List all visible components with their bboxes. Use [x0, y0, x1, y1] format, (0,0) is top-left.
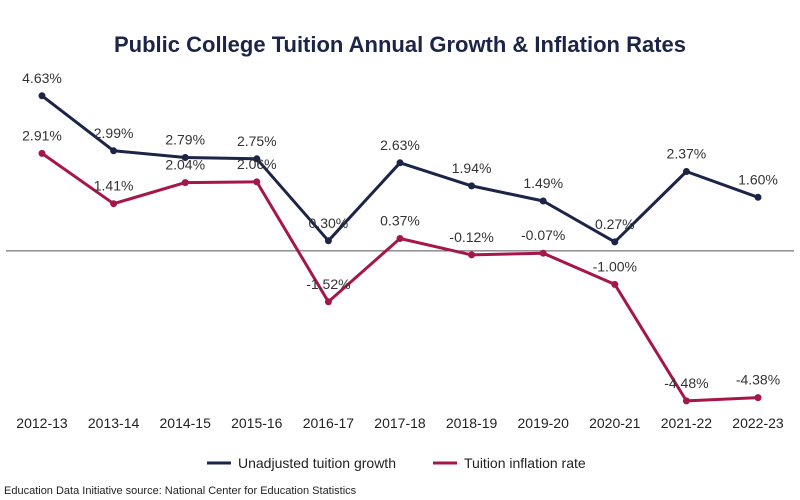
data-point	[324, 298, 332, 306]
data-label: 0.37%	[380, 213, 420, 229]
data-point	[110, 200, 118, 208]
data-label: 2.37%	[667, 146, 707, 162]
data-point	[754, 394, 762, 402]
data-label-layer: 4.63% 2.99% 2.79% 2.75% 0.30% 2.63% 1.94% 1.49%…	[22, 70, 780, 391]
legend-label-unadjusted: Unadjusted tuition growth	[238, 455, 396, 471]
data-label: 2.06%	[237, 156, 277, 172]
data-label: 1.60%	[738, 171, 778, 187]
data-label: -1.00%	[593, 258, 637, 274]
data-point	[38, 149, 46, 157]
data-point	[682, 397, 690, 405]
x-tick-label: 2014-15	[160, 415, 212, 431]
data-point	[611, 280, 619, 288]
x-tick-label: 2017-18	[374, 415, 426, 431]
data-label: 1.49%	[523, 175, 563, 191]
x-tick-label: 2020-21	[589, 415, 641, 431]
data-point	[468, 182, 476, 190]
data-point	[181, 179, 189, 187]
data-label: 1.94%	[452, 160, 492, 176]
x-axis: 2012-13 2013-14 2014-15 2015-16 2016-17 2017-…	[16, 415, 784, 431]
data-label: 1.41%	[94, 178, 134, 194]
data-label: -1.52%	[306, 276, 350, 292]
data-label: 2.04%	[165, 157, 205, 173]
data-point	[682, 168, 690, 175]
series-line-inflation	[41, 152, 759, 403]
data-point	[110, 147, 118, 155]
data-point	[181, 154, 189, 161]
data-point	[468, 251, 476, 259]
legend: Unadjusted tuition growth Tuition inflat…	[207, 455, 586, 471]
data-point	[253, 178, 261, 186]
data-label: -0.07%	[521, 227, 565, 243]
data-label: 2.91%	[22, 127, 62, 143]
data-point	[396, 159, 404, 167]
x-tick-label: 2016-17	[303, 415, 355, 431]
data-label: 2.79%	[165, 132, 205, 148]
series-layer	[38, 92, 762, 405]
data-label: 2.99%	[94, 125, 134, 141]
data-label: -4.48%	[664, 375, 708, 391]
x-tick-label: 2021-22	[661, 415, 713, 431]
legend-item-unadjusted: Unadjusted tuition growth	[207, 455, 396, 471]
data-label: -4.38%	[736, 372, 780, 388]
legend-label-inflation: Tuition inflation rate	[464, 455, 586, 471]
data-label: 0.30%	[309, 215, 349, 231]
source-note: Education Data Initiative source: Nation…	[4, 485, 357, 497]
x-tick-label: 2012-13	[16, 415, 68, 431]
x-tick-label: 2019-20	[518, 415, 570, 431]
data-label: -0.12%	[449, 229, 493, 245]
data-point	[539, 197, 547, 205]
x-tick-label: 2018-19	[446, 415, 498, 431]
data-point	[38, 92, 46, 100]
data-point	[253, 155, 261, 163]
x-tick-label: 2015-16	[231, 415, 283, 431]
data-point	[611, 238, 619, 246]
x-tick-label: 2013-14	[88, 415, 140, 431]
data-label: 4.63%	[22, 70, 62, 86]
data-label: 0.27%	[595, 216, 635, 232]
data-label: 2.75%	[237, 133, 277, 149]
data-point	[539, 249, 547, 257]
data-point	[396, 235, 404, 242]
legend-item-inflation: Tuition inflation rate	[433, 455, 586, 471]
data-label: 2.63%	[380, 137, 420, 153]
data-point	[324, 237, 332, 245]
x-tick-label: 2022-23	[732, 415, 784, 431]
chart-title: Public College Tuition Annual Growth & I…	[114, 32, 686, 57]
data-point	[754, 193, 762, 201]
